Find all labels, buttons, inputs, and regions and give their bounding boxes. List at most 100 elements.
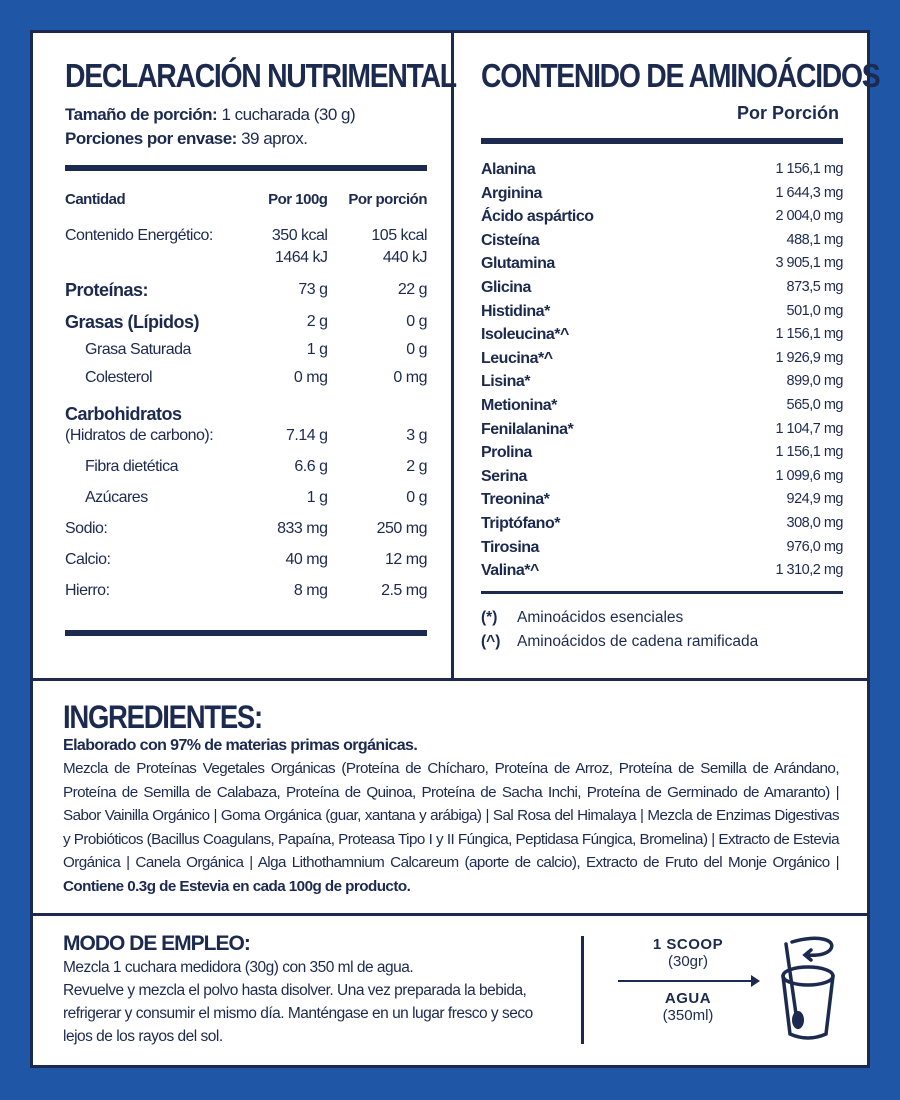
amino-row: Isoleucina*^ 1 156,1 mg (481, 323, 843, 347)
table-row: 1464 kJ 440 kJ (65, 247, 428, 269)
amino-name: Glutamina (481, 255, 555, 273)
ingredients-title: INGREDIENTES: (63, 699, 263, 735)
serving-size: Tamaño de porción: 1 cucharada (30 g) (65, 103, 427, 127)
row-label: Azúcares (85, 489, 148, 506)
usage-text-2: Revuelve y mezcla el polvo hasta disolve… (63, 982, 533, 1045)
amino-name: Metionina* (481, 396, 557, 414)
note-text: Aminoácidos esenciales (517, 608, 684, 626)
amino-name: Arginina (481, 184, 542, 202)
amino-row: Alanina 1 156,1 mg (481, 158, 843, 182)
usage-section: MODO DE EMPLEO: Mezcla 1 cuchara medidor… (33, 916, 867, 1065)
serving-value: 1 cucharada (30 g) (221, 105, 356, 124)
row-label: Proteínas: (65, 280, 149, 300)
amino-row: Histidina* 501,0 mg (481, 300, 843, 324)
header-cantidad: Cantidad (65, 191, 126, 208)
row-perserv: 12 mg (385, 551, 427, 568)
amino-name: Cisteína (481, 231, 540, 249)
amino-row: Glutamina 3 905,1 mg (481, 252, 843, 276)
table-row: Azúcares 1 g 0 g (65, 478, 427, 509)
row-perserv: 440 kJ (382, 249, 428, 266)
row-label: Calcio: (65, 551, 111, 568)
table-row: Grasas (Lípidos) 2 g 0 g (65, 301, 427, 333)
note-branched: (^) Aminoácidos de cadena ramificada (481, 630, 843, 654)
row-label: Colesterol (85, 369, 153, 386)
water-amount: (350ml) (662, 1007, 714, 1024)
row-per100: 7.14 g (286, 427, 328, 444)
cup-stir-icon (781, 936, 835, 1040)
amino-value: 924,9 mg (786, 491, 844, 508)
stevia-note: Contiene 0.3g de Estevia en cada 100g de… (63, 877, 411, 895)
ingredients-lead: Elaborado con 97% de materias primas org… (63, 737, 418, 754)
table-row: Contenido Energético: 350 kcal 105 kcal (65, 225, 427, 247)
serving-label: Tamaño de porción: (65, 105, 218, 124)
table-row: Hierro: 8 mg 2.5 mg (65, 571, 427, 602)
amino-name: Leucina*^ (481, 349, 553, 367)
amino-value: 1 644,3 mg (775, 184, 843, 201)
row-label: Fibra dietética (85, 458, 179, 475)
row-perserv: 22 g (397, 281, 428, 298)
amino-value: 899,0 mg (786, 373, 844, 390)
table-row: Colesterol 0 mg 0 mg (65, 361, 427, 389)
amino-value: 2 004,0 mg (775, 208, 843, 225)
amino-value: 1 156,1 mg (775, 444, 843, 461)
amino-value: 565,0 mg (786, 396, 844, 413)
row-per100: 6.6 g (294, 458, 328, 475)
note-symbol: (*) (481, 608, 498, 626)
amino-table: Alanina 1 156,1 mg Arginina 1 644,3 mg Ácido… (481, 158, 843, 583)
divider (581, 936, 584, 1044)
usage-text-1: Mezcla 1 cuchara medidora (30g) con 350 … (63, 959, 414, 976)
row-per100: 40 mg (285, 551, 328, 568)
per-serving-header: Por Porción (736, 103, 839, 123)
row-per100: 8 mg (293, 582, 328, 599)
amino-value: 873,5 mg (786, 278, 844, 295)
amino-value: 308,0 mg (786, 514, 844, 531)
row-perserv: 0 g (406, 489, 427, 506)
usage-title: MODO DE EMPLEO: (63, 932, 251, 955)
amino-notes: (*) Aminoácidos esenciales (^) Aminoácidos… (481, 606, 843, 654)
row-per100: 1 g (306, 341, 328, 358)
row-perserv: 2.5 mg (381, 582, 427, 599)
amino-row: Tirosina 976,0 mg (481, 536, 843, 560)
amino-row: Ácido aspártico 2 004,0 mg (481, 205, 843, 229)
note-text: Aminoácidos de cadena ramificada (517, 632, 759, 650)
table-row: Calcio: 40 mg 12 mg (65, 540, 427, 571)
top-section: DECLARACIÓN NUTRIMENTAL Tamaño de porció… (33, 33, 881, 681)
amino-title: CONTENIDO DE AMINOÁCIDOS (481, 57, 881, 94)
amino-name: Fenilalanina* (481, 420, 574, 438)
row-perserv: 250 mg (376, 520, 428, 537)
amino-name: Ácido aspártico (481, 208, 594, 226)
table-row: Proteínas: 73 g 22 g (65, 269, 427, 301)
amino-row: Prolina 1 156,1 mg (481, 441, 843, 465)
ingredients-section: INGREDIENTES: Elaborado con 97% de mater… (33, 681, 867, 916)
servings-label: Porciones por envase: (65, 129, 237, 148)
amino-value: 488,1 mg (786, 231, 844, 248)
row-per100: 0 mg (293, 369, 328, 386)
row-label (65, 247, 252, 269)
amino-value: 1 099,6 mg (775, 467, 843, 484)
row-per100: 350 kcal (271, 227, 328, 244)
ingredients-list: Mezcla de Proteínas Vegetales Orgánicas … (63, 760, 840, 872)
row-perserv (327, 389, 427, 425)
row-per100: 833 mg (277, 520, 328, 537)
amino-value: 1 156,1 mg (775, 326, 843, 343)
amino-value: 501,0 mg (786, 302, 844, 319)
divider-bar (65, 630, 427, 636)
row-label: (Hidratos de carbono): (65, 427, 214, 444)
amino-value: 1 926,9 mg (775, 349, 843, 366)
amino-name: Isoleucina*^ (481, 326, 569, 344)
amino-row: Serina 1 099,6 mg (481, 465, 843, 489)
table-row: Grasa Saturada 1 g 0 g (65, 333, 427, 361)
row-perserv: 2 g (406, 458, 427, 475)
header-per100: Por 100g (268, 191, 328, 208)
scoop-label: 1 SCOOP (652, 936, 724, 953)
row-per100: 2 g (306, 313, 328, 330)
amino-row: Arginina 1 644,3 mg (481, 182, 843, 206)
note-essential: (*) Aminoácidos esenciales (481, 606, 843, 630)
amino-row: Glicina 873,5 mg (481, 276, 843, 300)
amino-name: Lisina* (481, 373, 530, 391)
amino-name: Triptófano* (481, 514, 560, 532)
arrow-right-icon (618, 975, 760, 987)
header-perserving: Por porción (348, 191, 427, 208)
amino-row: Triptófano* 308,0 mg (481, 512, 843, 536)
table-row: (Hidratos de carbono): 7.14 g 3 g (65, 425, 427, 447)
